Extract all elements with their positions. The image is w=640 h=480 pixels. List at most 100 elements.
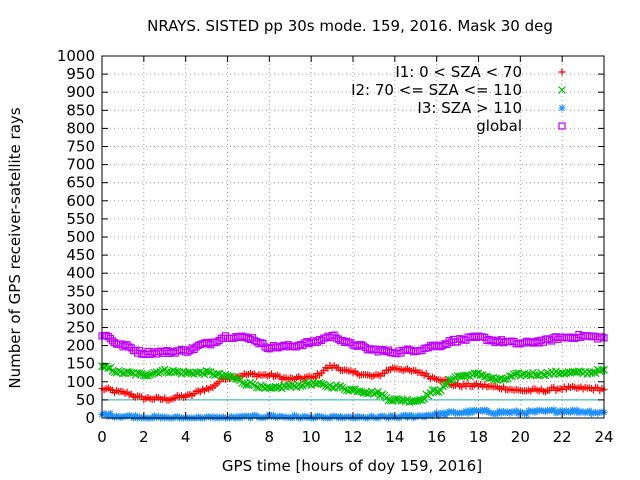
data-point xyxy=(163,413,171,421)
data-point xyxy=(436,386,445,395)
data-point xyxy=(267,384,276,393)
data-point xyxy=(251,411,259,419)
data-point xyxy=(267,413,275,421)
axis-ticks: 0 2 4 6 8 10 12 14 16 18 20 22 240501001502002503003… xyxy=(57,47,614,446)
y-tick-label: 350 xyxy=(66,282,95,300)
data-point xyxy=(148,369,157,378)
data-point xyxy=(386,396,395,405)
data-point xyxy=(135,369,144,378)
data-point xyxy=(205,413,213,421)
data-point xyxy=(508,408,516,416)
data-point xyxy=(278,412,286,420)
data-point xyxy=(372,388,380,397)
data-point xyxy=(261,413,269,421)
y-tick-label: 900 xyxy=(66,83,95,101)
data-point xyxy=(152,413,160,421)
data-point xyxy=(370,413,378,421)
y-tick-label: 700 xyxy=(66,156,95,174)
data-point xyxy=(443,340,451,349)
x-tick-label: 16 xyxy=(427,428,446,446)
data-point xyxy=(173,367,182,376)
data-point xyxy=(213,413,221,421)
data-point xyxy=(125,411,133,419)
data-point xyxy=(274,413,282,421)
data-point xyxy=(355,387,364,396)
data-point xyxy=(108,413,116,421)
data-point xyxy=(194,413,202,421)
data-point xyxy=(108,367,117,376)
data-point xyxy=(574,367,583,376)
data-point xyxy=(158,366,167,375)
x-tick-label: 20 xyxy=(511,428,530,446)
data-point xyxy=(211,339,219,347)
data-point xyxy=(366,413,374,421)
data-point xyxy=(476,371,485,380)
data-point xyxy=(592,408,600,416)
data-point xyxy=(432,388,441,396)
data-point xyxy=(560,369,569,378)
data-point xyxy=(447,376,456,385)
data-point xyxy=(579,408,587,416)
data-point xyxy=(485,408,493,416)
data-point xyxy=(328,383,337,392)
x-tick-label: 10 xyxy=(302,428,321,446)
data-point xyxy=(322,413,330,421)
legend-label: I2: 70 <= SZA <= 110 xyxy=(351,81,522,99)
data-point xyxy=(412,413,420,421)
data-point xyxy=(382,413,390,421)
data-point xyxy=(114,366,123,375)
data-point xyxy=(464,409,472,417)
data-point xyxy=(217,334,225,342)
data-point xyxy=(389,413,397,421)
data-point xyxy=(136,413,144,421)
data-point xyxy=(437,410,445,418)
data-point xyxy=(230,413,238,421)
data-point xyxy=(594,409,602,417)
data-point xyxy=(290,411,298,419)
y-tick-label: 750 xyxy=(66,138,95,156)
legend-label: I1: 0 < SZA < 70 xyxy=(395,63,522,81)
y-tick-label: 850 xyxy=(66,101,95,119)
y-tick-label: 950 xyxy=(66,65,95,83)
data-point xyxy=(228,334,236,342)
data-point xyxy=(115,412,123,420)
data-point xyxy=(502,409,510,417)
data-point xyxy=(368,412,376,420)
data-point xyxy=(104,333,112,341)
data-point xyxy=(521,410,529,418)
data-point xyxy=(581,409,589,417)
data-point xyxy=(111,413,119,421)
data-point xyxy=(257,339,265,347)
y-tick-label: 300 xyxy=(66,300,95,318)
data-point xyxy=(548,406,556,414)
legend-marker xyxy=(558,86,566,94)
data-point xyxy=(418,412,426,420)
x-tick-label: 14 xyxy=(385,428,404,446)
y-tick-label: 250 xyxy=(66,319,95,337)
y-axis-title: Number of GPS receiver-satellite rays xyxy=(6,107,24,388)
data-point xyxy=(393,413,401,421)
data-point xyxy=(512,369,521,378)
legend-marker xyxy=(558,122,566,130)
data-point xyxy=(472,369,481,378)
x-axis-title: GPS time [hours of doy 159, 2016] xyxy=(222,457,482,475)
data-point xyxy=(229,373,238,382)
data-point xyxy=(428,386,437,395)
data-point xyxy=(596,408,604,416)
y-tick-label: 500 xyxy=(66,228,95,246)
data-point xyxy=(317,379,326,388)
data-point xyxy=(525,407,533,415)
legend-marker xyxy=(558,68,566,76)
data-point xyxy=(393,394,401,403)
y-tick-label: 150 xyxy=(66,355,95,373)
data-point xyxy=(475,407,482,415)
data-point xyxy=(213,370,221,378)
data-point xyxy=(118,369,127,378)
data-point xyxy=(213,338,221,346)
data-point xyxy=(544,406,552,414)
y-tick-label: 550 xyxy=(66,210,95,228)
data-point xyxy=(420,394,429,403)
data-point xyxy=(505,372,514,381)
data-point xyxy=(363,389,372,398)
data-point xyxy=(123,412,131,420)
